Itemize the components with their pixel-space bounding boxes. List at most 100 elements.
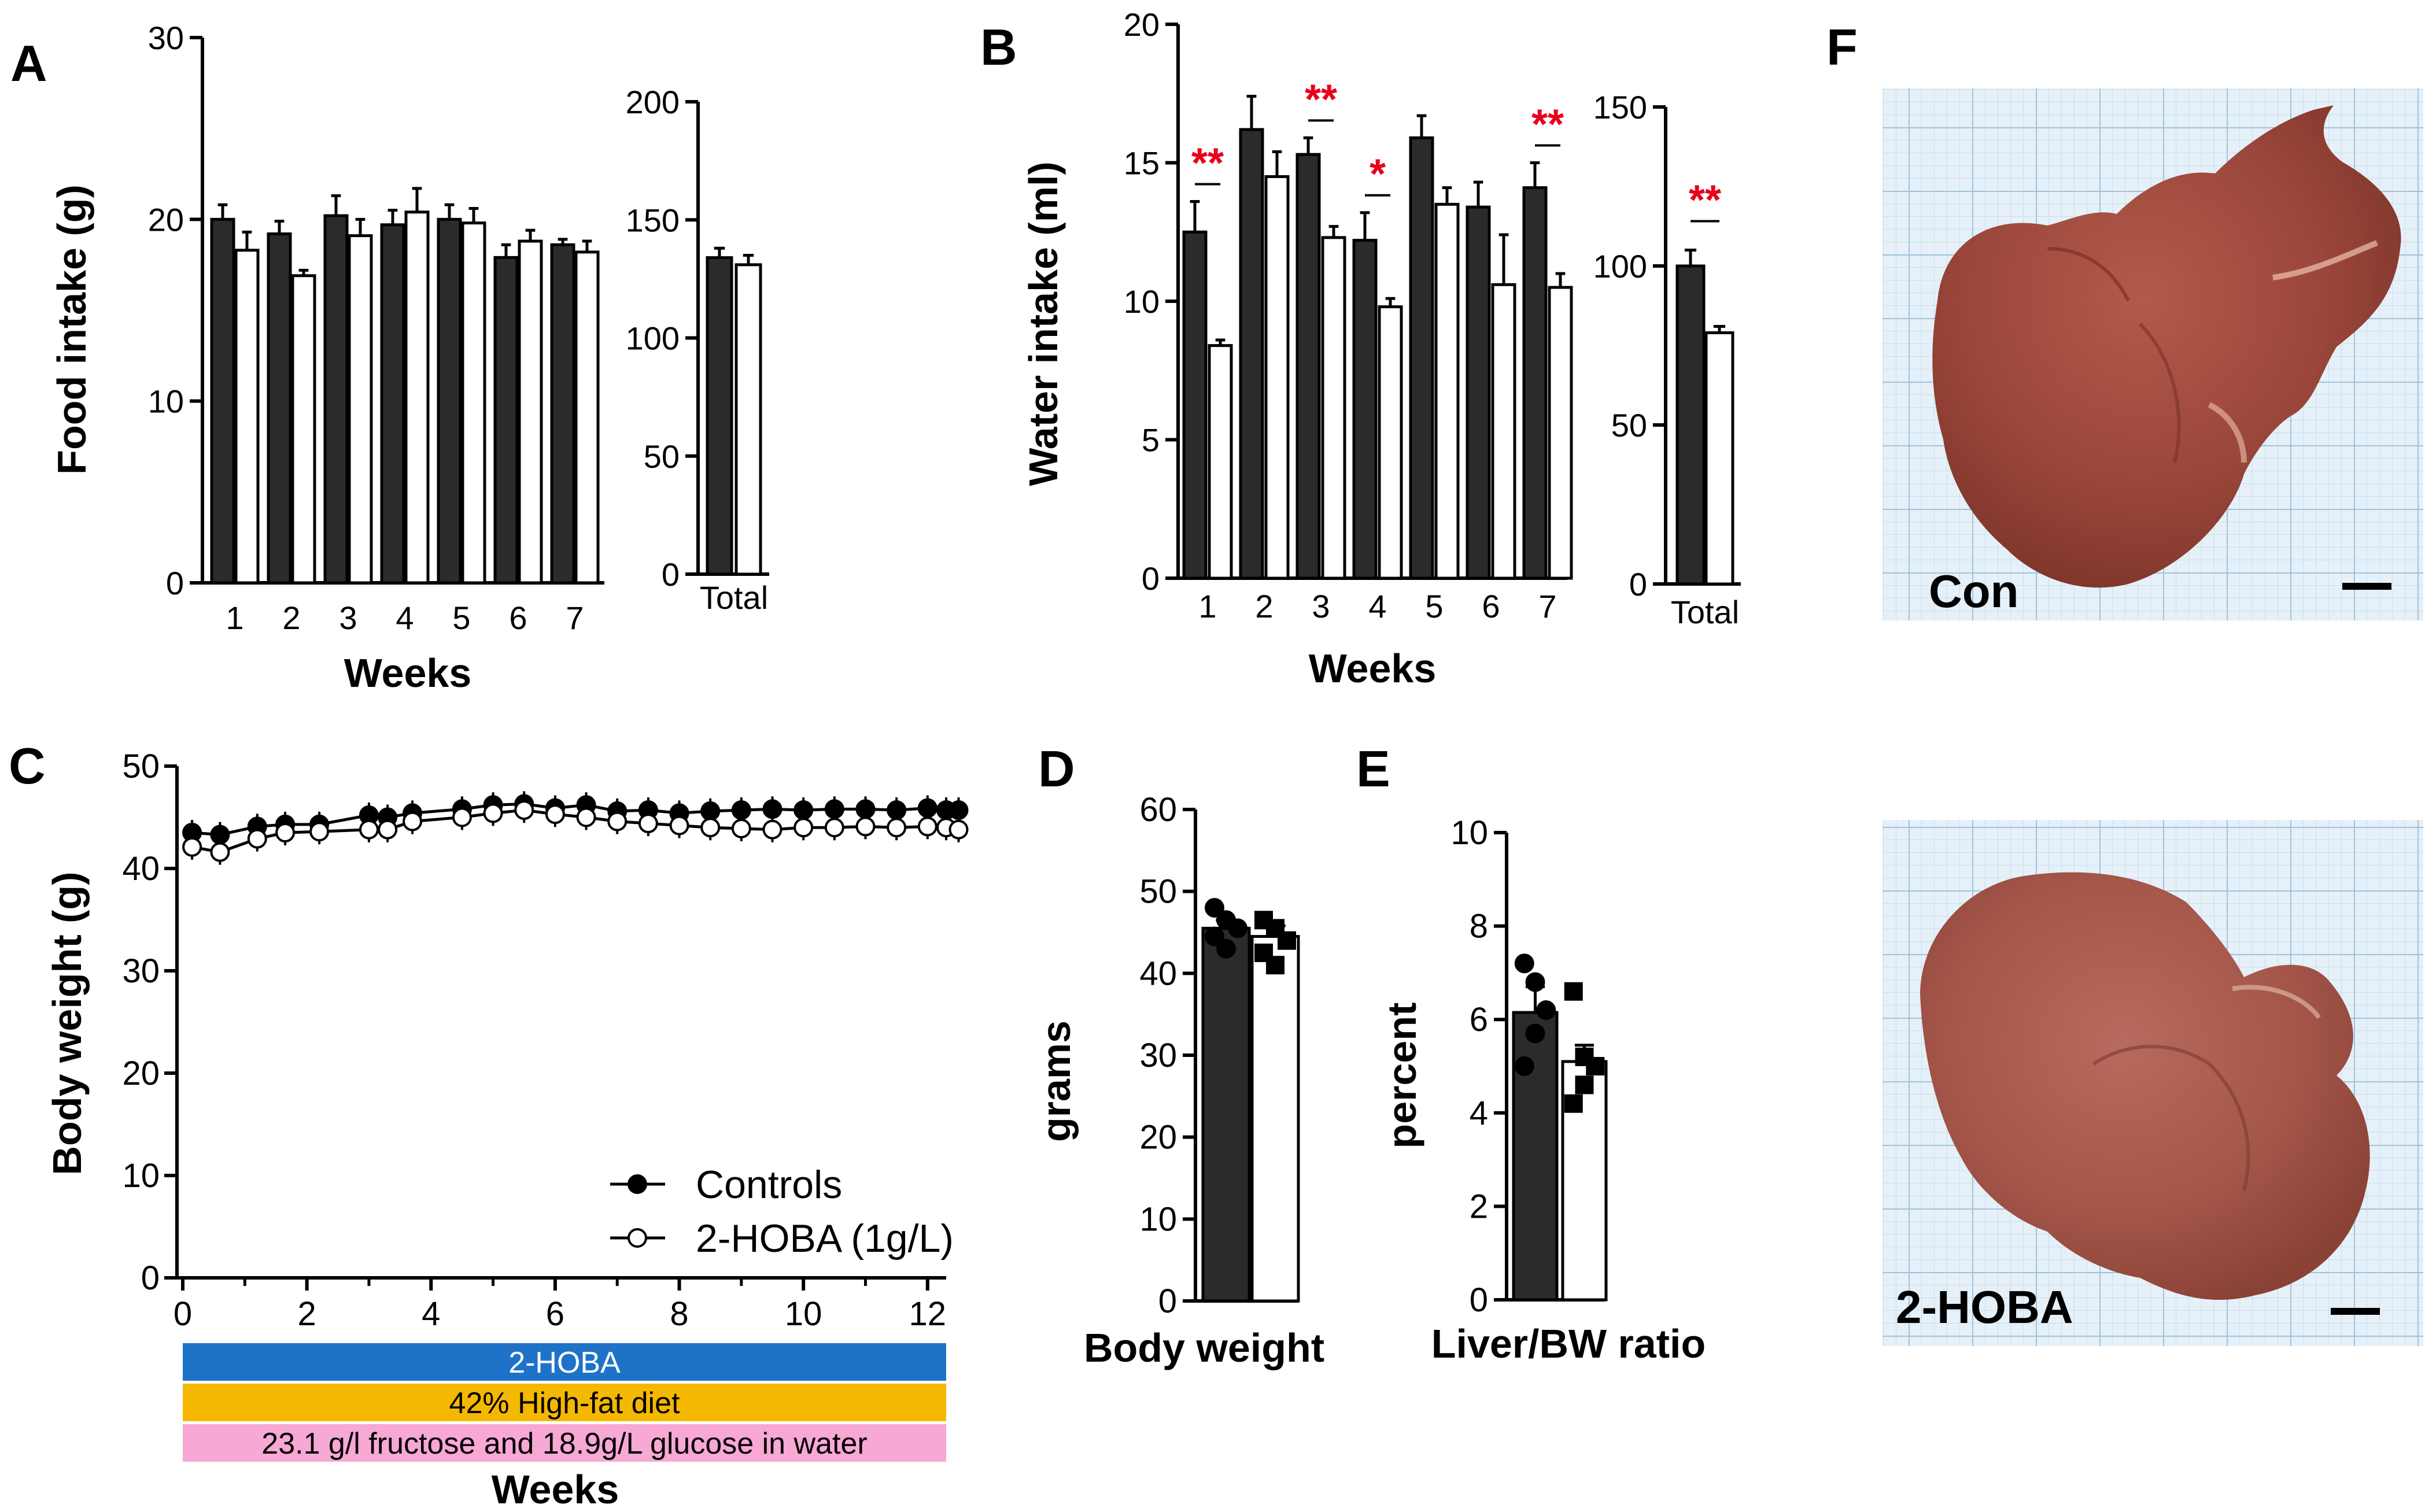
bar-controls — [1512, 1011, 1559, 1302]
data-point-2hoba — [576, 807, 596, 827]
data-point-2hoba — [607, 811, 628, 831]
bar-controls — [1239, 128, 1264, 580]
data-point-2hoba — [855, 816, 876, 837]
y-tick-label: 10 — [148, 383, 184, 420]
data-point-controls — [1525, 1023, 1545, 1044]
y-tick-label: 0 — [1158, 1282, 1177, 1320]
data-point-controls — [1205, 926, 1224, 947]
timeline-label-2hoba: 2-HOBA — [508, 1346, 621, 1380]
y-tick-label: 30 — [122, 952, 160, 990]
data-point-2hoba — [545, 804, 565, 825]
data-point-2hoba — [378, 819, 398, 840]
timeline-label-sugar: 23.1 g/l fructose and 18.9g/L glucose in… — [261, 1427, 867, 1461]
x-tick-label: 1 — [1198, 588, 1216, 624]
data-point-2hoba — [762, 819, 783, 840]
data-point-controls — [1525, 972, 1545, 992]
bar-2hoba — [574, 250, 600, 585]
bar-controls — [1352, 239, 1378, 580]
y-tick-label: 20 — [1139, 1119, 1177, 1156]
data-point-2hoba — [731, 818, 751, 838]
scale-bar-con — [2342, 583, 2391, 590]
y-tick-label: 4 — [1470, 1095, 1488, 1132]
bar-2hoba — [1250, 935, 1300, 1303]
y-tick-label: 150 — [1593, 89, 1647, 125]
bar-2hoba — [1378, 305, 1403, 580]
bar-controls — [493, 256, 519, 585]
data-point-2hoba — [1575, 1075, 1594, 1095]
bar-controls — [437, 217, 462, 585]
data-point-controls — [1514, 953, 1534, 974]
y-tick-label: 0 — [1629, 566, 1647, 602]
bar-2hoba — [1491, 283, 1516, 580]
data-point-2hoba — [247, 829, 267, 849]
bar-2hoba — [1321, 236, 1346, 580]
data-point-2hoba — [309, 822, 330, 842]
data-point-2hoba — [1266, 956, 1285, 975]
liver-2hoba-lobe-line-2 — [2208, 1062, 2250, 1192]
data-point-2hoba — [793, 818, 814, 838]
photo-label-con: Con — [1929, 565, 2019, 617]
data-point-controls — [948, 800, 969, 820]
y-tick-label: 20 — [122, 1055, 160, 1092]
bar-2hoba — [518, 239, 543, 585]
bar-2hoba — [348, 234, 373, 585]
panel-letter-a: A — [10, 35, 47, 92]
bar-2hoba — [1434, 202, 1460, 580]
y-tick-label: 200 — [626, 84, 680, 120]
x-tick-label: 8 — [670, 1295, 688, 1333]
significance-mark: ** — [1305, 76, 1337, 123]
bar-controls — [1295, 153, 1321, 580]
x-tick-label: 5 — [1425, 588, 1443, 624]
data-point-2hoba — [1564, 1094, 1583, 1113]
data-point-2hoba — [887, 818, 907, 838]
bar-2hoba — [1704, 331, 1734, 586]
significance-mark: ** — [1531, 102, 1564, 148]
panel-letter-d: D — [1038, 740, 1075, 797]
legend-marker-controls — [628, 1174, 647, 1194]
chart-a-weekly: Food intake (g) Weeks 0 10 20 30 1 2 3 4 5 6 7 — [49, 20, 604, 696]
data-point-2hoba — [452, 807, 472, 827]
y-tick-label: 0 — [141, 1259, 160, 1297]
chart-e: percent Liver/BW ratio 0 2 4 6 8 10 — [1379, 814, 1706, 1366]
bar-controls — [1201, 926, 1251, 1303]
y-tick-label: 100 — [1593, 248, 1647, 284]
significance-mark: ** — [1689, 178, 1721, 224]
significance-mark: ** — [1191, 141, 1224, 187]
data-point-controls — [1514, 1056, 1534, 1076]
x-tick-label: 3 — [1312, 588, 1330, 624]
liver-con-shape — [1932, 105, 2401, 588]
data-point-2hoba — [1278, 931, 1296, 950]
x-axis-title-c: Weeks — [492, 1467, 619, 1512]
y-tick-label: 50 — [1139, 873, 1177, 911]
bar-controls — [1182, 230, 1208, 580]
x-tick-label: 2 — [1255, 588, 1273, 624]
liver-con-lobe-line — [2047, 247, 2130, 302]
chart-d: grams Body weight 0 10 20 30 40 50 60 — [1034, 791, 1324, 1370]
y-tick-label: 20 — [148, 201, 184, 238]
x-tick-label: Total — [700, 579, 768, 616]
y-tick-label: 10 — [1450, 814, 1488, 852]
bar-2hoba — [1264, 175, 1290, 580]
y-tick-label: 100 — [626, 320, 680, 357]
data-point-2hoba — [1564, 982, 1583, 1001]
y-tick-label: 2 — [1470, 1188, 1488, 1225]
x-tick-label: 4 — [396, 600, 414, 636]
significance-mark: * — [1370, 151, 1386, 198]
data-point-2hoba — [275, 823, 296, 843]
x-tick-label: 12 — [909, 1295, 947, 1333]
bar-2hoba — [1548, 286, 1573, 580]
bar-controls — [706, 256, 733, 576]
y-tick-label: 40 — [1139, 955, 1177, 992]
scale-bar-2hoba — [2331, 1308, 2380, 1315]
data-point-2hoba — [210, 842, 230, 862]
y-tick-label: 10 — [1139, 1200, 1177, 1238]
y-tick-label: 50 — [1611, 407, 1647, 443]
y-tick-label: 30 — [1139, 1037, 1177, 1074]
y-tick-label: 15 — [1124, 145, 1160, 182]
bar-controls — [1675, 264, 1706, 586]
y-tick-label: 0 — [1470, 1281, 1488, 1319]
timeline-bar-sugar — [183, 1424, 946, 1462]
liver-2hoba-highlight — [2232, 985, 2321, 1019]
y-axis-title-e: percent — [1379, 1003, 1424, 1149]
